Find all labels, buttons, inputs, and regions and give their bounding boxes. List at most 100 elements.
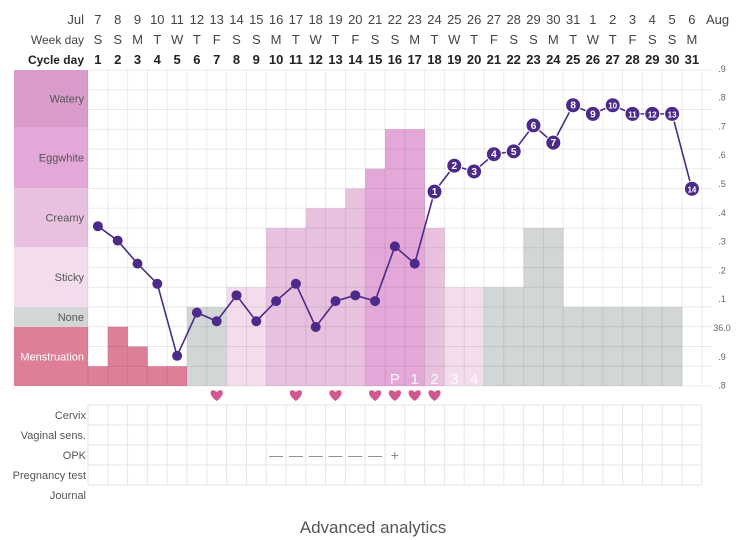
date-label: 4 bbox=[649, 12, 656, 27]
cycle-day-number: 18 bbox=[427, 52, 441, 67]
opk-result: — bbox=[329, 447, 343, 463]
temperature-point[interactable] bbox=[426, 183, 443, 200]
advanced-analytics-link[interactable]: Advanced analytics bbox=[299, 518, 447, 537]
cycle-day-number: 15 bbox=[368, 52, 382, 67]
cycle-day-number: 30 bbox=[665, 52, 679, 67]
weekday-letter: T bbox=[431, 32, 439, 47]
fluid-bar bbox=[602, 307, 623, 386]
date-label: 23 bbox=[407, 12, 421, 27]
y-tick-label: 36.0 bbox=[713, 323, 731, 333]
row-label: OPK bbox=[63, 450, 87, 462]
temperature-point[interactable] bbox=[604, 97, 621, 114]
temperature-point[interactable] bbox=[664, 105, 681, 122]
cycle-day-number: 19 bbox=[447, 52, 461, 67]
temperature-point[interactable] bbox=[525, 117, 542, 134]
cycle-day-number: 31 bbox=[685, 52, 699, 67]
temperature-point[interactable] bbox=[132, 258, 143, 269]
heart-icon bbox=[388, 390, 401, 401]
temperature-point[interactable] bbox=[112, 235, 123, 246]
fluid-bar bbox=[266, 228, 287, 386]
y-tick-label: .2 bbox=[718, 265, 726, 275]
weekday-letter: S bbox=[668, 32, 677, 47]
cycle-day-number: 11 bbox=[289, 52, 303, 67]
date-label: 28 bbox=[506, 12, 520, 27]
fluid-bar bbox=[127, 346, 148, 386]
temperature-point[interactable] bbox=[350, 290, 361, 301]
month-end-label: Aug bbox=[706, 12, 729, 27]
cycle-day-number: 14 bbox=[348, 52, 363, 67]
temperature-point[interactable] bbox=[172, 350, 183, 361]
temperature-point[interactable] bbox=[644, 105, 661, 122]
temperature-point[interactable] bbox=[290, 278, 301, 289]
peak-day-label: 2 bbox=[430, 371, 438, 388]
temperature-point[interactable] bbox=[446, 157, 463, 174]
temperature-point[interactable] bbox=[92, 221, 103, 232]
temperature-point[interactable] bbox=[211, 316, 222, 327]
temperature-point[interactable] bbox=[191, 307, 202, 318]
cycle-day-number: 26 bbox=[586, 52, 600, 67]
weekday-letter: W bbox=[587, 32, 600, 47]
temperature-point[interactable] bbox=[370, 296, 381, 307]
opk-result: — bbox=[309, 447, 323, 463]
luteal-day-number: 6 bbox=[531, 121, 537, 132]
fluid-bar bbox=[246, 287, 267, 386]
date-label: 17 bbox=[289, 12, 303, 27]
weekday-letter: M bbox=[686, 32, 697, 47]
date-label: 20 bbox=[348, 12, 362, 27]
temperature-point[interactable] bbox=[485, 146, 502, 163]
temperature-point[interactable] bbox=[389, 241, 400, 252]
temperature-point[interactable] bbox=[505, 143, 522, 160]
fluid-band-watery bbox=[14, 70, 88, 127]
weekday-letter: S bbox=[648, 32, 657, 47]
cycle-day-number: 22 bbox=[506, 52, 520, 67]
cycle-day-number: 10 bbox=[269, 52, 283, 67]
weekday-letter: T bbox=[609, 32, 617, 47]
date-label: 24 bbox=[427, 12, 441, 27]
row-label: Vaginal sens. bbox=[21, 430, 86, 442]
cycle-day-number: 8 bbox=[233, 52, 240, 67]
temperature-point[interactable] bbox=[624, 105, 641, 122]
cycle-day-number: 23 bbox=[526, 52, 540, 67]
fluid-bar bbox=[583, 307, 604, 386]
temperature-point[interactable] bbox=[683, 180, 700, 197]
cycle-day-number: 7 bbox=[213, 52, 220, 67]
weekday-letter: W bbox=[171, 32, 184, 47]
temperature-point[interactable] bbox=[409, 258, 420, 269]
temperature-point[interactable] bbox=[584, 105, 601, 122]
fluid-bar bbox=[563, 307, 584, 386]
temperature-point[interactable] bbox=[310, 322, 321, 332]
opk-result: — bbox=[269, 447, 283, 463]
heart-icon bbox=[329, 390, 342, 401]
temperature-point[interactable] bbox=[152, 278, 163, 289]
date-label: 8 bbox=[114, 12, 121, 27]
temperature-point[interactable] bbox=[271, 296, 282, 307]
row-label: Cervix bbox=[55, 410, 87, 422]
cycle-day-number: 17 bbox=[407, 52, 421, 67]
weekday-letter: S bbox=[371, 32, 380, 47]
temperature-point[interactable] bbox=[565, 97, 582, 114]
temperature-point[interactable] bbox=[251, 316, 262, 327]
date-label: 14 bbox=[229, 12, 243, 27]
weekday-letter: T bbox=[569, 32, 577, 47]
temperature-point[interactable] bbox=[545, 134, 562, 151]
date-label: 29 bbox=[526, 12, 540, 27]
y-tick-label: .4 bbox=[718, 208, 726, 218]
date-label: 27 bbox=[487, 12, 501, 27]
cycle-day-number: 6 bbox=[193, 52, 200, 67]
peak-day-label: 1 bbox=[411, 371, 419, 388]
y-tick-label: .1 bbox=[718, 294, 726, 304]
date-label: 16 bbox=[269, 12, 283, 27]
fluid-label: Watery bbox=[50, 94, 85, 106]
fluid-bar bbox=[424, 228, 445, 386]
cycle-day-number: 4 bbox=[154, 52, 162, 67]
temperature-point[interactable] bbox=[466, 163, 483, 180]
fluid-bar bbox=[503, 287, 524, 386]
temperature-point[interactable] bbox=[231, 290, 242, 301]
cycle-day-number: 13 bbox=[328, 52, 342, 67]
fluid-bar bbox=[206, 307, 227, 386]
weekday-letter: F bbox=[629, 32, 637, 47]
temperature-point[interactable] bbox=[330, 296, 341, 307]
fluid-bar bbox=[662, 307, 683, 386]
date-label: 19 bbox=[328, 12, 342, 27]
